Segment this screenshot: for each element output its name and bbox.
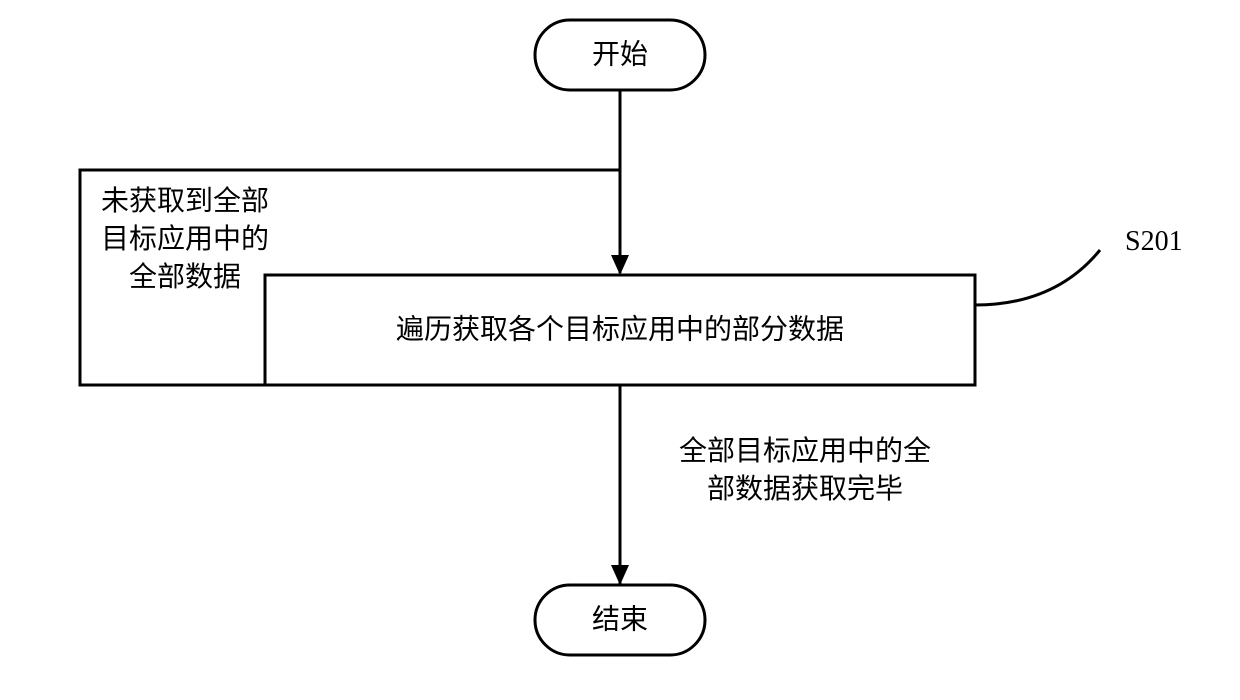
end-label: 结束: [592, 604, 648, 636]
loop-label-line2: 目标应用中的: [101, 223, 269, 255]
loop-label-line1: 未获取到全部: [101, 185, 269, 217]
edge-complete-label-line1: 全部目标应用中的全: [679, 435, 931, 467]
step-ref-leader: [975, 250, 1100, 305]
loop-label-line3: 全部数据: [129, 261, 241, 293]
process-label: 遍历获取各个目标应用中的部分数据: [396, 314, 844, 346]
step-ref-label: S201: [1125, 226, 1183, 257]
edge-complete-label-line2: 部数据获取完毕: [707, 473, 903, 505]
start-label: 开始: [592, 39, 648, 71]
